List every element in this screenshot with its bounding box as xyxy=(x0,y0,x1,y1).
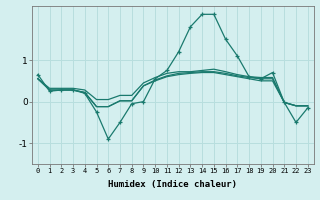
X-axis label: Humidex (Indice chaleur): Humidex (Indice chaleur) xyxy=(108,180,237,189)
